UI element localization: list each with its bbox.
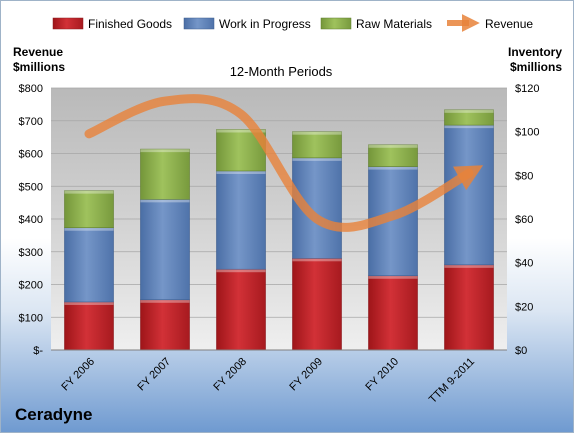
- bar-raw-materials-ttm-9-2011: [444, 109, 494, 126]
- bar-finished-goods-fy-2010: [368, 275, 418, 351]
- legend-swatch-raw-materials: [320, 17, 352, 30]
- bar-highlight: [64, 190, 114, 194]
- bar-highlight: [368, 275, 418, 279]
- bar-work-in-progress-fy-2008: [216, 170, 266, 270]
- x-axis-ticks: FY 2006 FY 2007 FY 2008 FY 2009 FY 2010 TTM 9…: [59, 356, 477, 406]
- bar-raw-materials-fy-2007: [140, 148, 190, 200]
- bar-raw-materials-fy-2009: [292, 131, 342, 159]
- bar-raw-materials-fy-2006: [64, 190, 114, 229]
- legend-item-raw-materials: Raw Materials: [320, 17, 432, 31]
- left-tick-label: $300: [19, 247, 43, 259]
- left-tick-label: $100: [19, 312, 43, 324]
- left-tick-label: $200: [19, 280, 43, 292]
- bar-finished-goods-fy-2007: [140, 299, 190, 351]
- left-axis-title-line2: $millions: [13, 60, 65, 74]
- company-name: Ceradyne: [15, 405, 93, 424]
- x-tick-label: FY 2010: [363, 356, 401, 394]
- left-tick-label: $800: [19, 83, 43, 95]
- right-axis-title-line1: Inventory: [508, 45, 562, 59]
- bar-highlight: [64, 301, 114, 305]
- bar-highlight: [216, 170, 266, 174]
- legend-item-finished-goods: Finished Goods: [52, 17, 172, 31]
- right-tick-label: $120: [515, 83, 539, 95]
- x-tick-label: FY 2009: [287, 356, 325, 394]
- legend-item-work-in-progress: Work in Progress: [183, 17, 311, 31]
- bar-highlight: [140, 199, 190, 203]
- right-tick-label: $80: [515, 170, 533, 182]
- bar-finished-goods-fy-2006: [64, 301, 114, 351]
- bar-work-in-progress-ttm-9-2011: [444, 124, 494, 266]
- right-tick-label: $40: [515, 258, 533, 270]
- bar-highlight: [140, 149, 190, 153]
- bar-highlight: [444, 264, 494, 268]
- legend-label-finished-goods: Finished Goods: [88, 17, 172, 31]
- bar-finished-goods-fy-2009: [292, 257, 342, 351]
- bar-raw-materials-fy-2010: [368, 144, 418, 167]
- bar-highlight: [444, 109, 494, 113]
- left-axis-ticks: $- $100 $200 $300 $400 $500 $600 $700 $800: [19, 83, 44, 357]
- x-tick-label: TTM 9-2011: [427, 356, 477, 406]
- x-tick-label: FY 2006: [59, 356, 97, 394]
- bar-highlight: [444, 125, 494, 129]
- bar-work-in-progress-fy-2006: [64, 227, 114, 303]
- legend-swatch-work-in-progress: [183, 17, 215, 30]
- legend-label-revenue: Revenue: [485, 17, 533, 31]
- bar-highlight: [292, 157, 342, 161]
- legend-label-raw-materials: Raw Materials: [356, 17, 432, 31]
- chart-title: 12-Month Periods: [230, 64, 333, 79]
- right-tick-label: $100: [515, 127, 539, 139]
- right-tick-label: $60: [515, 214, 533, 226]
- left-tick-label: $500: [19, 181, 43, 193]
- x-tick-label: FY 2007: [135, 356, 173, 394]
- bar-highlight: [292, 258, 342, 262]
- revenue-line: [84, 94, 484, 232]
- left-axis-title-line1: Revenue: [13, 45, 63, 59]
- x-tick-label: FY 2008: [211, 356, 249, 394]
- left-tick-label: $-: [33, 345, 43, 357]
- bar-highlight: [64, 227, 114, 231]
- right-tick-label: $0: [515, 345, 527, 357]
- bar-highlight: [140, 299, 190, 303]
- bar-work-in-progress-fy-2007: [140, 199, 190, 301]
- right-axis-title-line2: $millions: [510, 60, 562, 74]
- left-tick-label: $600: [19, 149, 43, 161]
- right-tick-label: $20: [515, 301, 533, 313]
- bar-highlight: [216, 269, 266, 273]
- bar-finished-goods-ttm-9-2011: [444, 264, 494, 351]
- bar-highlight: [368, 166, 418, 170]
- bar-finished-goods-fy-2008: [216, 268, 266, 351]
- revenue-series: [84, 94, 484, 232]
- right-axis-ticks: $0 $20 $40 $60 $80 $100 $120: [515, 83, 539, 357]
- legend-item-revenue: Revenue: [447, 14, 533, 32]
- bar-highlight: [292, 131, 342, 135]
- legend-label-work-in-progress: Work in Progress: [219, 17, 311, 31]
- legend: Finished Goods Work in Progress Raw Mate…: [52, 14, 533, 32]
- bar-highlight: [216, 129, 266, 133]
- bar-highlight: [368, 144, 418, 148]
- legend-swatch-finished-goods: [52, 17, 84, 30]
- left-tick-label: $700: [19, 116, 43, 128]
- left-tick-label: $400: [19, 214, 43, 226]
